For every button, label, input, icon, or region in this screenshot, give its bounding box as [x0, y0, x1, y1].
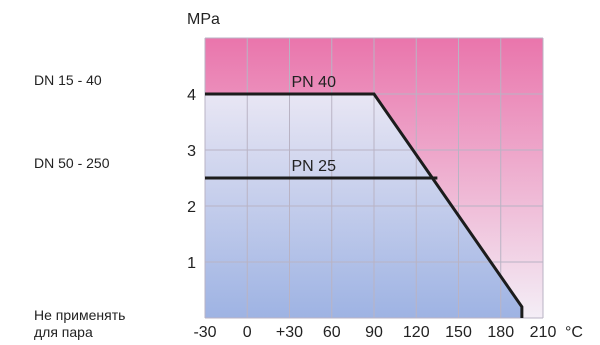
- side-labels: DN 15 - 40 DN 50 - 250: [34, 72, 110, 171]
- side-label-1: DN 50 - 250: [34, 155, 110, 171]
- y-tick-label-2: 3: [187, 143, 196, 160]
- y-tick-label-3: 4: [187, 87, 196, 104]
- x-tick-label-7: 180: [487, 324, 514, 341]
- y-tick-label-1: 2: [187, 199, 196, 216]
- x-tick-label-3: 60: [323, 324, 341, 341]
- series-layer: PN 40 PN 25: [205, 74, 524, 318]
- steam-note-line-1: Не применять: [34, 307, 125, 323]
- series-label-0: PN 40: [292, 74, 337, 91]
- x-tick-labels: -30 0 +30 60 90 120 150 180 210: [193, 324, 556, 341]
- x-unit-label: °C: [565, 324, 583, 341]
- series-line-0: [205, 92, 524, 318]
- steam-note-line-2: для пара: [34, 324, 93, 340]
- side-label-0: DN 15 - 40: [34, 72, 102, 88]
- series-label-1: PN 25: [292, 158, 337, 175]
- x-tick-label-1: 0: [243, 324, 252, 341]
- x-tick-label-5: 120: [403, 324, 430, 341]
- y-tick-labels: 1 2 3 4: [187, 87, 196, 272]
- x-tick-label-0: -30: [193, 324, 216, 341]
- x-tick-label-2: +30: [276, 324, 303, 341]
- x-tick-label-4: 90: [365, 324, 383, 341]
- y-tick-label-0: 1: [187, 255, 196, 272]
- x-tick-label-8: 210: [530, 324, 557, 341]
- x-tick-label-6: 150: [445, 324, 472, 341]
- y-unit-label: MPa: [187, 11, 220, 28]
